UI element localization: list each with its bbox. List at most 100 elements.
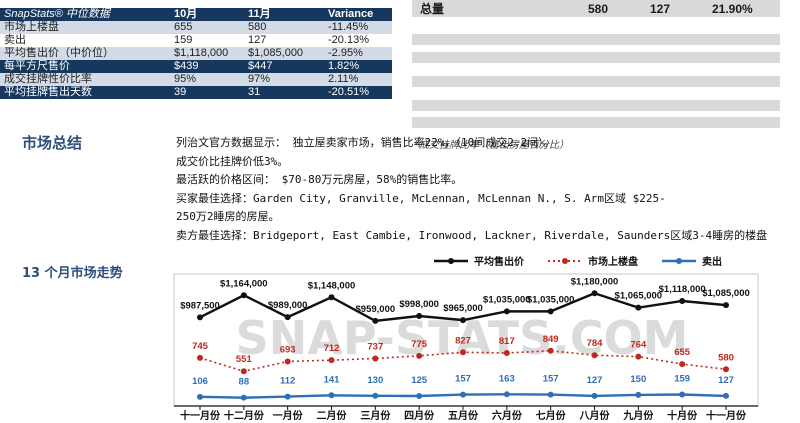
stats-header-row: SnapStats® 中位数据 10月 11月 Variance [0, 8, 392, 21]
chart-legend: 平均售出价 市场上楼盘 卖出 [434, 253, 722, 268]
data-label-price: $1,118,000 [659, 284, 706, 295]
data-point-sold [635, 391, 642, 398]
data-point-price [723, 302, 729, 309]
stats-cell-variance: -2.95% [324, 47, 392, 60]
totals-panel: 总量 580 127 21.90% *成交挂牌比率（售出房屋百分比） [412, 0, 780, 151]
data-label-listings: 693 [280, 344, 296, 355]
data-point-listings [547, 347, 554, 354]
data-label-listings: 712 [324, 343, 340, 354]
data-point-sold [372, 392, 379, 399]
shaded-bar [412, 34, 780, 45]
stats-row-highlight: 平均挂牌售出天数 39 31 -20.51% [0, 86, 392, 99]
stats-cell-nov: 127 [244, 34, 324, 47]
data-label-sold: 112 [280, 376, 295, 387]
legend-item-sold: 卖出 [662, 253, 722, 268]
data-point-sold [591, 392, 598, 399]
stats-cell-label: 平均售出价（中价位） [0, 47, 170, 60]
stats-cell-nov: 580 [244, 21, 324, 34]
stats-row: 平均售出价（中价位） $1,118,000 $1,085,000 -2.95% [0, 47, 392, 60]
totals-sales-ratio: 21.90% [712, 1, 753, 16]
stats-cell-label: 每平方尺售价 [0, 60, 170, 73]
data-point-listings [240, 368, 247, 375]
data-point-listings [284, 358, 291, 365]
legend-label-price: 平均售出价 [474, 257, 524, 268]
data-label-listings: 764 [630, 340, 647, 351]
summary-line: 卖方最佳选择：Bridgeport, East Cambie, Ironwood… [176, 228, 768, 242]
data-label-listings: 827 [455, 335, 471, 346]
data-point-sold [547, 391, 554, 398]
summary-line: 列治文官方数据显示： 独立屋卖家市场，销售比率22%，（10间成交2.2间）。 [176, 136, 555, 149]
data-label-price: $987,500 [180, 300, 220, 311]
stats-cell-variance: 2.11% [324, 73, 392, 86]
stats-cell-variance: -20.51% [324, 86, 392, 99]
data-label-sold: 130 [367, 375, 383, 386]
summary-line: 成交价比挂牌价低3%。 [176, 154, 289, 168]
totals-value-listings: 580 [588, 1, 609, 16]
x-tick-label: 十一月份 [180, 409, 221, 422]
data-label-price: $965,000 [443, 303, 483, 314]
shaded-bar [412, 117, 780, 128]
summary-line: 买家最佳选择：Garden City, Granville, McLennan,… [176, 191, 666, 205]
stats-cell-oct: $1,118,000 [170, 47, 244, 60]
data-label-listings: 784 [587, 338, 604, 349]
data-label-sold: 150 [630, 374, 646, 385]
x-tick-label: 九月份 [622, 409, 654, 422]
data-point-price [591, 290, 598, 297]
data-point-sold [197, 393, 203, 400]
x-tick-label: 三月份 [360, 409, 391, 422]
data-point-price [416, 313, 423, 319]
summary-line: 250万2睡房的房屋。 [176, 210, 280, 223]
x-tick-label: 七月份 [536, 409, 567, 422]
stats-cell-label: 市场上楼盘 [0, 21, 170, 34]
data-point-sold [240, 394, 247, 401]
stats-cell-oct: $439 [170, 60, 244, 73]
data-label-price: $1,035,000 [483, 294, 531, 305]
stats-header-variance: Variance [324, 8, 392, 21]
data-point-sold [503, 391, 510, 398]
stats-row: 卖出 159 127 -20.13% [0, 34, 392, 47]
data-label-listings: 580 [718, 352, 734, 363]
stats-table: SnapStats® 中位数据 10月 11月 Variance 市场上楼盘 6… [0, 8, 392, 99]
totals-row: 总量 580 127 21.90% [412, 0, 780, 17]
data-point-price [197, 314, 203, 321]
data-point-listings [460, 349, 466, 356]
stats-cell-variance: -11.45% [324, 21, 392, 34]
shaded-bar [412, 76, 780, 87]
stats-header-label: SnapStats® 中位数据 [0, 8, 170, 21]
stats-cell-label: 平均挂牌售出天数 [0, 86, 170, 99]
data-label-sold: 157 [543, 374, 559, 385]
data-label-sold: 106 [192, 376, 208, 387]
data-point-sold [328, 392, 335, 399]
data-point-price [635, 304, 642, 311]
stats-cell-oct: 159 [170, 34, 244, 47]
legend-label-sold: 卖出 [702, 257, 722, 268]
legend-label-listings: 市场上楼盘 [588, 257, 638, 268]
data-point-price [240, 292, 247, 299]
data-label-sold: 157 [455, 374, 471, 385]
data-point-price [547, 308, 554, 315]
stats-cell-label: 成交挂牌性价比率 [0, 73, 170, 86]
data-label-price: $998,000 [399, 299, 439, 310]
totals-label: 总量 [420, 2, 445, 16]
data-label-sold: 163 [499, 373, 515, 384]
data-label-listings: 551 [236, 354, 253, 365]
data-point-listings [503, 349, 510, 356]
data-label-listings: 775 [411, 339, 428, 350]
chart-title: 13 个月市场走势 [22, 266, 123, 281]
x-tick-label: 八月份 [579, 409, 611, 422]
data-point-sold [284, 393, 291, 400]
data-label-listings: 655 [674, 347, 691, 358]
stats-header-nov: 11月 [244, 8, 324, 21]
data-label-price: $1,065,000 [615, 291, 663, 302]
data-point-price [284, 314, 291, 321]
stats-row: 市场上楼盘 655 580 -11.45% [0, 21, 392, 34]
data-point-sold [460, 391, 466, 398]
stats-cell-nov: 97% [244, 73, 324, 86]
data-label-sold: 127 [718, 375, 734, 386]
data-label-price: $959,000 [356, 304, 396, 315]
data-label-listings: 745 [192, 341, 209, 352]
data-point-sold [679, 391, 686, 398]
stats-cell-oct: 39 [170, 86, 244, 99]
data-label-price: $1,164,000 [220, 278, 268, 289]
data-label-listings: 737 [367, 341, 383, 352]
